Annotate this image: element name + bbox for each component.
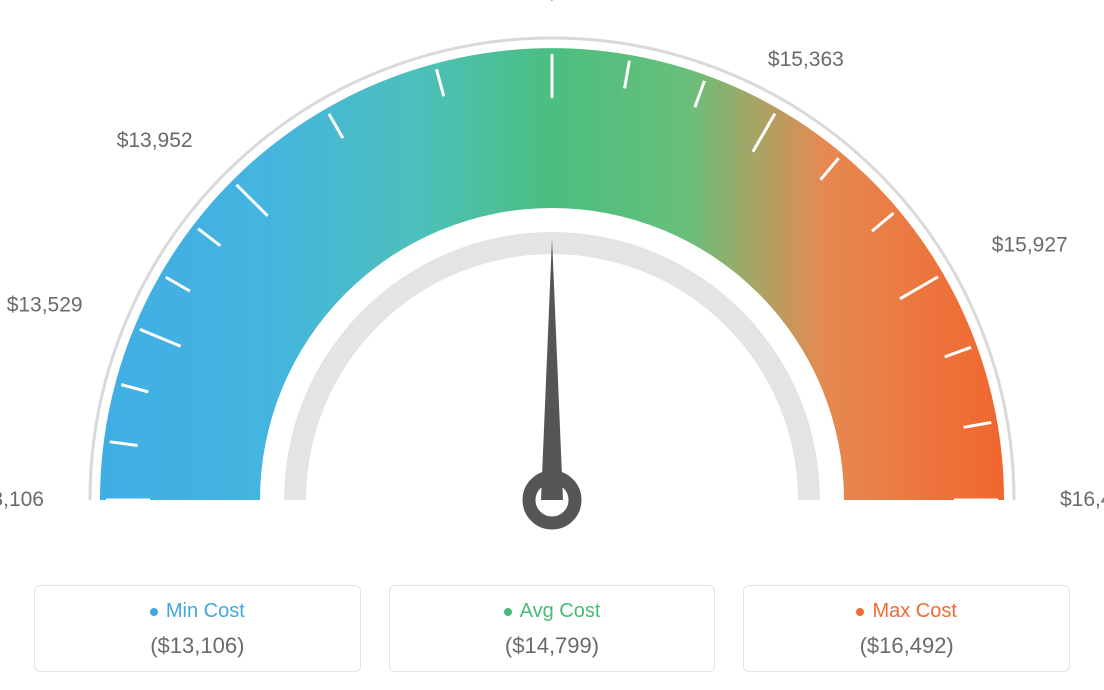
legend-title-text: Avg Cost: [520, 600, 601, 623]
gauge-tick-label: $14,799: [514, 0, 590, 3]
gauge-tick-label: $13,952: [117, 129, 193, 152]
legend-card-min: Min Cost ($13,106): [34, 585, 361, 672]
gauge-svg: $13,106 $13,529 $13,952 $14,799 $15,363 $15,9…: [0, 0, 1104, 560]
legend-card-avg: Avg Cost ($14,799): [389, 585, 716, 672]
legend-value-avg: ($14,799): [400, 633, 705, 659]
gauge-tick-label: $13,106: [0, 488, 44, 511]
legend-title-min: Min Cost: [150, 600, 245, 623]
dot-icon: [504, 608, 512, 616]
gauge-tick-label: $15,363: [768, 48, 844, 71]
legend-title-text: Min Cost: [166, 600, 245, 623]
dot-icon: [150, 608, 158, 616]
legend-title-max: Max Cost: [856, 600, 956, 623]
cost-gauge-chart: $13,106 $13,529 $13,952 $14,799 $15,363 $15,9…: [0, 0, 1104, 690]
dot-icon: [856, 608, 864, 616]
gauge-tick-label: $13,529: [7, 294, 83, 317]
legend-value-max: ($16,492): [754, 633, 1059, 659]
gauge-tick-label: $15,927: [992, 234, 1068, 257]
legend-value-min: ($13,106): [45, 633, 350, 659]
legend-card-max: Max Cost ($16,492): [743, 585, 1070, 672]
gauge-tick-label: $16,492: [1060, 488, 1104, 511]
legend-title-text: Max Cost: [872, 600, 956, 623]
legend-title-avg: Avg Cost: [504, 600, 601, 623]
legend-row: Min Cost ($13,106) Avg Cost ($14,799) Ma…: [0, 585, 1104, 672]
